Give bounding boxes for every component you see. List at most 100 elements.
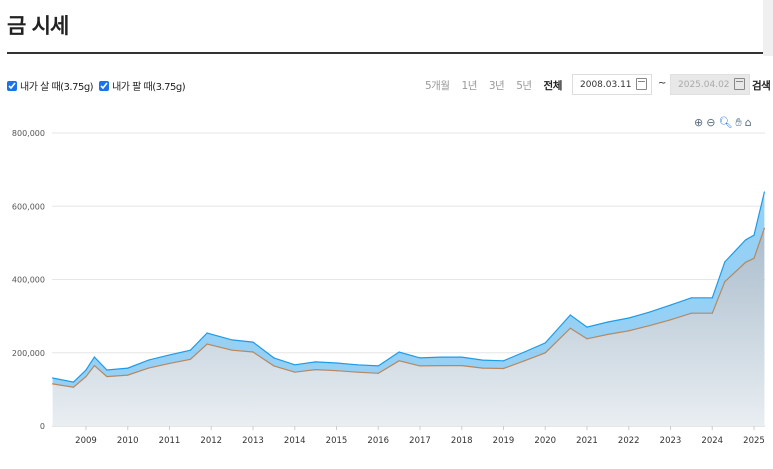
x-tick-label: 2024 [701, 436, 723, 446]
calendar-icon[interactable] [636, 78, 647, 90]
sell-price-line [52, 228, 765, 388]
buy-checkbox-label[interactable]: 내가 살 때(3.75g) [7, 78, 94, 93]
sell-point [377, 372, 379, 374]
x-tick-label: 2009 [75, 436, 97, 446]
sell-point [273, 365, 275, 367]
date-range-separator: ~ [658, 78, 667, 89]
period-1y[interactable]: 1년 [461, 80, 478, 92]
selection-zoom-icon[interactable]: 🔍︎ [718, 116, 733, 129]
sell-checkbox-label[interactable]: 내가 팔 때(3.75g) [99, 78, 186, 93]
period-3y[interactable]: 3년 [488, 80, 505, 92]
buy-point [440, 356, 442, 358]
sell-point [502, 367, 505, 370]
buy-point [52, 377, 54, 379]
buy-point [690, 297, 692, 299]
buy-point [628, 317, 630, 319]
sell-point [85, 375, 87, 378]
buy-point [607, 321, 609, 323]
y-tick-label: 800,000 [12, 129, 45, 138]
start-date-value: 2008.03.11 [580, 80, 632, 90]
sell-point [690, 312, 692, 314]
buy-point [482, 359, 484, 361]
y-tick-label: 600,000 [12, 202, 45, 211]
sell-point [763, 227, 766, 229]
buy-point [231, 339, 233, 341]
sell-point [607, 333, 609, 336]
x-tick-label: 2011 [159, 436, 181, 446]
sell-point [93, 364, 95, 367]
buy-point [206, 332, 208, 334]
x-tick-label: 2019 [493, 436, 515, 446]
search-button[interactable]: 검색 [752, 80, 771, 92]
chart-toolbar: ⊕ ⊖ 🔍︎ ✋︎ ⌂ [694, 116, 752, 130]
sell-area [52, 228, 765, 426]
buy-point [724, 261, 726, 263]
sell-point [440, 364, 442, 367]
buy-point [93, 356, 95, 358]
buy-point [753, 234, 755, 236]
buy-point [168, 354, 171, 356]
x-tick-label: 2012 [200, 436, 222, 446]
sell-point [569, 327, 571, 329]
title-divider [7, 52, 770, 54]
y-tick-label: 200,000 [12, 349, 45, 358]
calendar-icon [734, 78, 745, 90]
sell-point [724, 281, 726, 283]
buy-point [398, 351, 400, 353]
buy-point [649, 311, 651, 313]
y-tick-label: 400,000 [12, 276, 45, 285]
sell-point [669, 319, 672, 321]
x-tick-label: 2016 [367, 436, 389, 446]
end-date-value: 2025.04.02 [678, 80, 730, 90]
zoom-in-icon[interactable]: ⊕ [694, 116, 704, 129]
x-tick-label: 2014 [284, 436, 306, 446]
zoom-out-icon[interactable]: ⊖ [706, 116, 716, 129]
period-5y[interactable]: 5년 [516, 80, 532, 92]
sell-point [482, 367, 484, 369]
period-5m[interactable]: 5개월 [425, 80, 450, 92]
sell-point [586, 338, 588, 340]
pan-hand-icon[interactable]: ✋︎ [735, 116, 742, 129]
y-tick-label: 0 [40, 422, 45, 431]
buy-checkbox[interactable] [7, 80, 17, 91]
buy-point [502, 360, 505, 362]
buy-point [586, 326, 588, 328]
sell-point [52, 383, 54, 385]
sell-point [231, 349, 233, 351]
series-options: 내가 살 때(3.75g) 내가 팔 때(3.75g) [7, 78, 188, 93]
sell-point [294, 371, 296, 373]
buy-point [106, 369, 108, 371]
period-all[interactable]: 전체 [543, 80, 563, 92]
scrollbar[interactable] [763, 0, 773, 56]
sell-point [649, 325, 651, 327]
gold-price-chart: 0 200,000 400,000 600,000 800,000 2009 2010 201… [12, 129, 766, 446]
buy-point [85, 369, 87, 371]
sell-checkbox[interactable] [99, 80, 110, 91]
sell-label: 내가 팔 때(3.75g) [112, 82, 186, 93]
sell-point [252, 351, 254, 353]
buy-point [711, 297, 713, 299]
buy-point [315, 361, 317, 363]
buy-point [763, 191, 766, 193]
x-tick-label: 2017 [409, 436, 431, 446]
buy-point [148, 359, 150, 361]
sell-point [315, 368, 317, 371]
x-tick-label: 2018 [451, 436, 473, 446]
sell-point [335, 370, 338, 372]
sell-point [189, 358, 191, 360]
buy-point [356, 364, 358, 366]
reset-home-icon[interactable]: ⌂ [744, 116, 752, 129]
buy-point [523, 351, 525, 353]
end-date-input: 2025.04.02 [670, 74, 750, 95]
buy-point [377, 365, 379, 367]
x-tick-label: 2020 [534, 436, 556, 446]
sell-point [168, 362, 171, 364]
sell-point [106, 375, 108, 378]
start-date-input[interactable]: 2008.03.11 [572, 74, 652, 95]
sell-point [711, 312, 713, 314]
buy-label: 내가 살 때(3.75g) [20, 82, 94, 93]
buy-point [252, 341, 254, 343]
buy-price-line [52, 191, 765, 383]
x-tick-label: 2023 [660, 436, 682, 446]
buy-point [335, 362, 338, 364]
